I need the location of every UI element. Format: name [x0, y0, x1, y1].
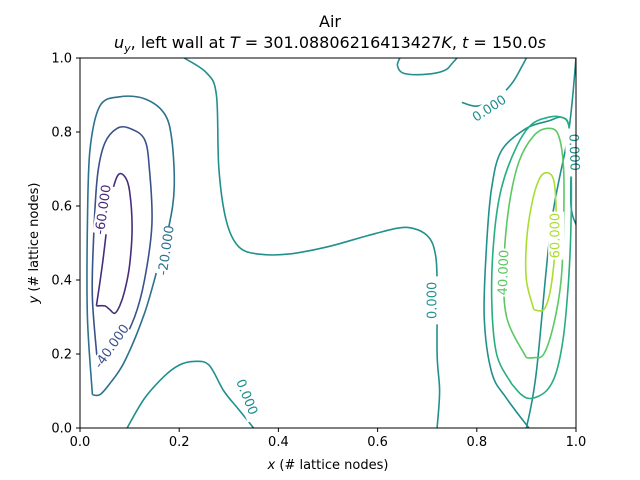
contour-label: -20.000	[156, 225, 178, 277]
contour-label-gap	[465, 89, 515, 129]
x-axis-symbol: x	[267, 458, 276, 473]
title-t-symbol: t	[462, 33, 469, 52]
y-tick-label: 0.8	[51, 126, 72, 141]
contour-label: 40.000	[496, 250, 513, 296]
y-axis-ticks: 0.0 0.2 0.4 0.6 0.8 1.0	[51, 52, 80, 437]
x-tick-label: 0.8	[466, 435, 487, 450]
contour-label-gap	[155, 225, 179, 276]
contour-label-gap	[495, 248, 513, 297]
contour-label: 0.000	[426, 282, 441, 319]
contour-line-level-40	[502, 127, 565, 359]
y-tick-label: 1.0	[51, 52, 72, 67]
y-tick-label: 0.0	[51, 422, 72, 437]
contour-label-gap	[548, 211, 565, 260]
title-separator: ,	[452, 33, 462, 52]
y-axis-rest: (# lattice nodes)	[27, 183, 42, 296]
title-var-sub: y	[123, 42, 131, 55]
contour-label-gap	[229, 372, 263, 423]
title-var: u	[114, 33, 124, 52]
contour-line-level-neg20	[86, 95, 176, 397]
title-K-symbol: K	[441, 33, 453, 52]
y-tick-label: 0.6	[51, 200, 72, 215]
contour-line-level-60	[524, 171, 558, 312]
chart-title-line2: uy, left wall at T = 301.08806216413427K…	[114, 33, 546, 55]
contour-label-gap	[564, 128, 583, 177]
contour-line-level-0	[126, 360, 255, 428]
title-s-symbol: s	[538, 33, 546, 52]
contour-label: 0.000	[565, 133, 581, 171]
x-axis-rest: (# lattice nodes)	[275, 458, 388, 473]
x-tick-label: 0.6	[367, 435, 388, 450]
chart-title-line1: Air	[319, 12, 341, 31]
title-t-value: = 150.0	[468, 33, 537, 52]
contour-label-gap	[91, 322, 133, 371]
contour-label-gap	[425, 276, 442, 325]
x-axis-label: x (# lattice nodes)	[267, 458, 389, 473]
contour-label-gap	[92, 184, 116, 235]
contour-label: 60.000	[549, 213, 564, 259]
x-axis-ticks: 0.0 0.2 0.4 0.6 0.8 1.0	[70, 428, 587, 450]
x-tick-label: 0.0	[70, 435, 91, 450]
title-mid: , left wall at	[131, 33, 230, 52]
title-T-symbol: T	[230, 33, 241, 52]
y-axis-symbol: y	[27, 295, 42, 304]
x-tick-label: 0.2	[169, 435, 190, 450]
axes-frame	[79, 57, 577, 429]
y-axis-label: y (# lattice nodes)	[27, 183, 42, 305]
x-tick-label: 1.0	[566, 435, 587, 450]
plot-area: -60.000-40.000-20.0000.0000.0000.0000.00…	[79, 57, 583, 429]
y-tick-label: 0.4	[51, 274, 72, 289]
y-tick-label: 0.2	[51, 348, 72, 363]
title-T-value: = 301.08806216413427	[240, 33, 442, 52]
x-tick-label: 0.4	[268, 435, 289, 450]
contour-label: -60.000	[93, 184, 115, 236]
contour-line-level-20	[490, 115, 573, 400]
contour-line-level-0	[396, 58, 458, 76]
